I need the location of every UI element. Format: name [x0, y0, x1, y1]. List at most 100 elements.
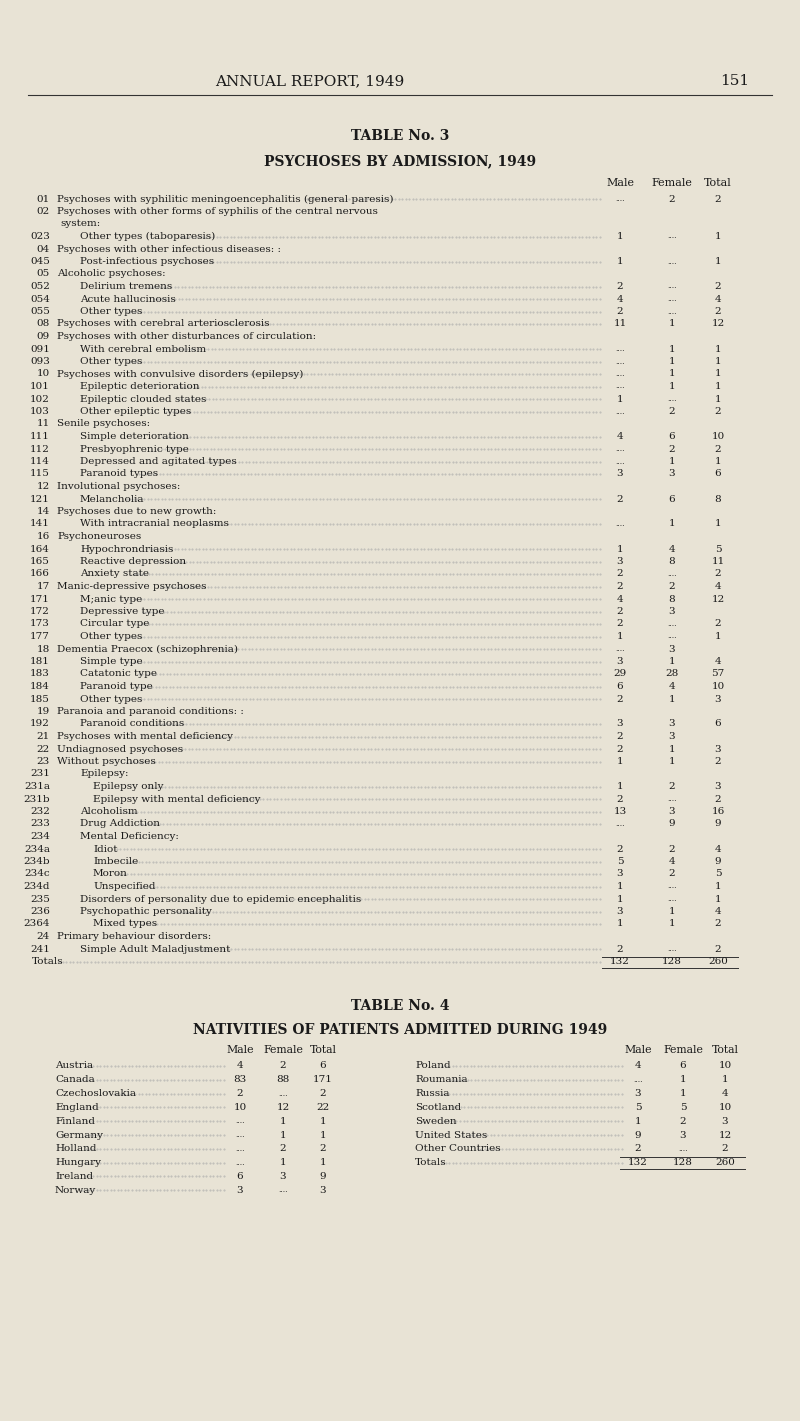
Text: Psychopathic personality: Psychopathic personality	[80, 907, 212, 917]
Text: 9: 9	[714, 820, 722, 828]
Text: ....: ....	[235, 1145, 245, 1152]
Text: 9: 9	[714, 857, 722, 865]
Text: 2: 2	[714, 620, 722, 628]
Text: Germany: Germany	[55, 1131, 103, 1140]
Text: ....: ....	[615, 458, 625, 466]
Text: 1: 1	[280, 1131, 286, 1140]
Text: Involutional psychoses:: Involutional psychoses:	[57, 482, 180, 492]
Text: Senile psychoses:: Senile psychoses:	[57, 419, 150, 429]
Text: 112: 112	[30, 445, 50, 453]
Text: 173: 173	[30, 620, 50, 628]
Text: Holland: Holland	[55, 1144, 97, 1154]
Text: PSYCHOSES BY ADMISSION, 1949: PSYCHOSES BY ADMISSION, 1949	[264, 153, 536, 168]
Text: Anxiety state: Anxiety state	[80, 570, 149, 578]
Text: 234a: 234a	[24, 844, 50, 854]
Text: 2: 2	[714, 281, 722, 291]
Text: 1: 1	[669, 520, 675, 529]
Text: 1: 1	[320, 1131, 326, 1140]
Text: 102: 102	[30, 395, 50, 404]
Text: 4: 4	[714, 657, 722, 666]
Text: 103: 103	[30, 406, 50, 416]
Text: 2: 2	[617, 745, 623, 753]
Text: ANNUAL REPORT, 1949: ANNUAL REPORT, 1949	[215, 74, 405, 88]
Text: 2: 2	[617, 570, 623, 578]
Text: 2: 2	[669, 844, 675, 854]
Text: 132: 132	[628, 1158, 648, 1167]
Text: 2: 2	[722, 1144, 728, 1154]
Text: TABLE No. 4: TABLE No. 4	[350, 999, 450, 1013]
Text: TABLE No. 3: TABLE No. 3	[351, 129, 449, 144]
Text: 88: 88	[276, 1076, 290, 1084]
Text: 5: 5	[617, 857, 623, 865]
Text: 121: 121	[30, 495, 50, 503]
Text: ....: ....	[615, 345, 625, 352]
Text: ....: ....	[667, 882, 677, 891]
Text: Totals: Totals	[32, 956, 64, 966]
Text: 6: 6	[617, 682, 623, 691]
Text: ....: ....	[278, 1187, 288, 1194]
Text: Psychoses with other disturbances of circulation:: Psychoses with other disturbances of cir…	[57, 333, 316, 341]
Text: 231b: 231b	[23, 794, 50, 803]
Text: 1: 1	[714, 257, 722, 266]
Text: 172: 172	[30, 607, 50, 615]
Text: 2: 2	[714, 757, 722, 766]
Text: 114: 114	[30, 458, 50, 466]
Text: Other Countries: Other Countries	[415, 1144, 501, 1154]
Text: ....: ....	[667, 632, 677, 641]
Text: Totals: Totals	[415, 1158, 446, 1167]
Text: 1: 1	[320, 1117, 326, 1125]
Text: 3: 3	[634, 1088, 642, 1098]
Text: 232: 232	[30, 807, 50, 816]
Text: 3: 3	[237, 1185, 243, 1195]
Text: 2: 2	[280, 1061, 286, 1070]
Text: ....: ....	[667, 895, 677, 902]
Text: Hypochrondriasis: Hypochrondriasis	[80, 544, 174, 554]
Text: 12: 12	[711, 320, 725, 328]
Text: 4: 4	[634, 1061, 642, 1070]
Text: 128: 128	[662, 956, 682, 966]
Text: 1: 1	[680, 1088, 686, 1098]
Text: 1: 1	[669, 657, 675, 666]
Text: 5: 5	[634, 1103, 642, 1111]
Text: 3: 3	[669, 645, 675, 654]
Text: ....: ....	[615, 195, 625, 203]
Text: 6: 6	[669, 432, 675, 441]
Text: 171: 171	[30, 594, 50, 604]
Text: 10: 10	[718, 1103, 732, 1111]
Text: 1: 1	[617, 757, 623, 766]
Text: 234: 234	[30, 833, 50, 841]
Text: Total: Total	[704, 178, 732, 188]
Text: 2: 2	[617, 281, 623, 291]
Text: Presbyophrenic type: Presbyophrenic type	[80, 445, 189, 453]
Text: 2: 2	[669, 445, 675, 453]
Text: 14: 14	[37, 507, 50, 516]
Text: 1: 1	[669, 458, 675, 466]
Text: ....: ....	[667, 794, 677, 803]
Text: 3: 3	[714, 782, 722, 791]
Text: 1: 1	[634, 1117, 642, 1125]
Text: 12: 12	[711, 594, 725, 604]
Text: 2: 2	[714, 794, 722, 803]
Text: Epilepsy only: Epilepsy only	[93, 782, 163, 791]
Text: 055: 055	[30, 307, 50, 315]
Text: ....: ....	[667, 395, 677, 404]
Text: ....: ....	[667, 945, 677, 953]
Text: 22: 22	[37, 745, 50, 753]
Text: 6: 6	[714, 469, 722, 479]
Text: Unspecified: Unspecified	[93, 882, 155, 891]
Text: 128: 128	[673, 1158, 693, 1167]
Text: ....: ....	[667, 570, 677, 578]
Text: Delirium tremens: Delirium tremens	[80, 281, 172, 291]
Text: 2: 2	[669, 782, 675, 791]
Text: Paranoid type: Paranoid type	[80, 682, 153, 691]
Text: 1: 1	[280, 1158, 286, 1167]
Text: 1: 1	[669, 344, 675, 354]
Text: 3: 3	[680, 1131, 686, 1140]
Text: 2: 2	[714, 406, 722, 416]
Text: 1: 1	[669, 745, 675, 753]
Text: 1: 1	[617, 232, 623, 242]
Text: With cerebral embolism: With cerebral embolism	[80, 344, 206, 354]
Text: 6: 6	[669, 495, 675, 503]
Text: Hungary: Hungary	[55, 1158, 101, 1167]
Text: 29: 29	[614, 669, 626, 678]
